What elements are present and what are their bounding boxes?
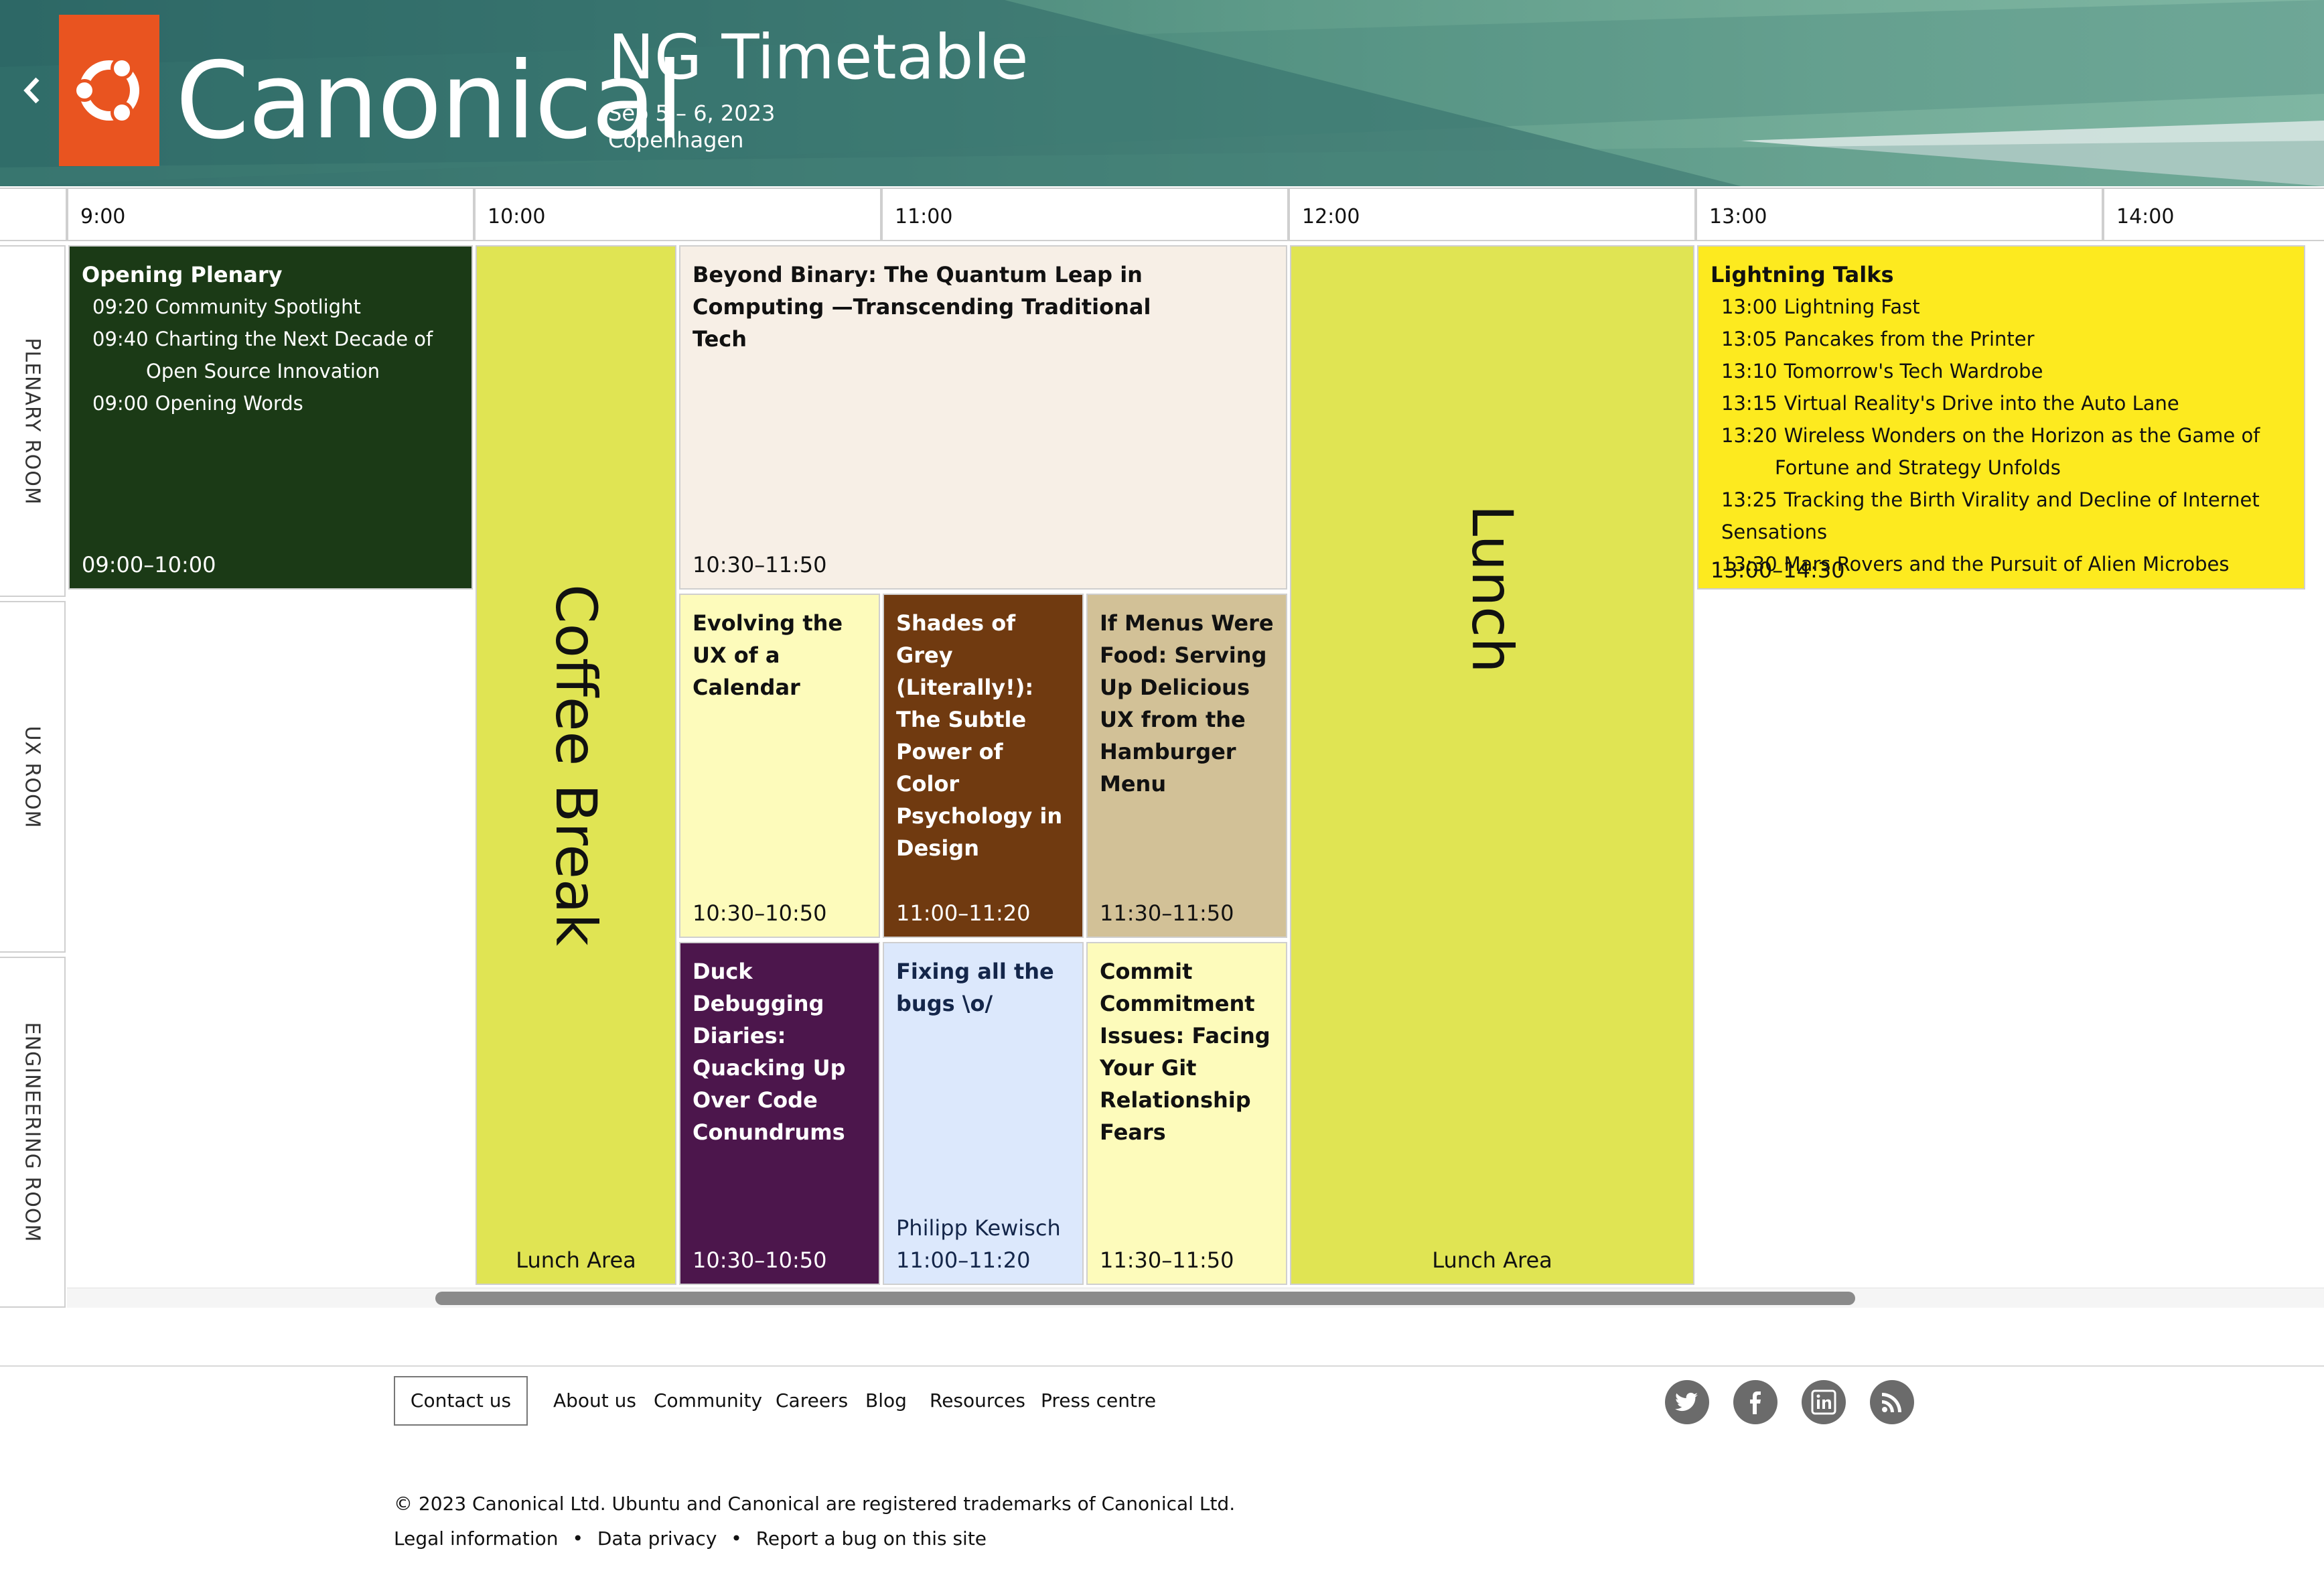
event-time: 09:00–10:00 — [82, 552, 216, 577]
list-item: 13:05 Pancakes from the Printer — [1721, 328, 2035, 350]
event-opening-plenary[interactable]: Opening Plenary 09:20 Community Spotlight… — [68, 245, 473, 590]
contact-us-button[interactable]: Contact us — [394, 1376, 528, 1426]
event-lightning-talks[interactable]: Lightning Talks 13:00 Lightning Fast 13:0… — [1697, 245, 2305, 590]
list-item: 13:00 Lightning Fast — [1721, 295, 1920, 318]
event-title: Lunch — [1459, 504, 1525, 673]
legal-links: Legal information • Data privacy • Repor… — [394, 1527, 987, 1550]
event-title: Commit Commitment Issues: Facing Your Gi… — [1100, 959, 1270, 1145]
bullet-separator: • — [572, 1527, 583, 1550]
event-time: 11:30–11:50 — [1100, 900, 1234, 926]
bullet-separator: • — [731, 1527, 742, 1550]
event-fixing-bugs[interactable]: Fixing all the bugs \o/ Philipp Kewisch … — [883, 942, 1084, 1285]
event-title: Beyond Binary: The Quantum Leap in Compu… — [693, 262, 1151, 352]
event-time: 10:30–11:50 — [693, 552, 827, 577]
event-title: Evolving the UX of a Calendar — [693, 610, 843, 700]
page-header: Canonical NG Timetable Sep 5 – 6, 2023 C… — [0, 0, 2324, 186]
room-label-ux: UX ROOM — [0, 601, 66, 953]
footer-link-community[interactable]: Community — [654, 1389, 763, 1412]
list-item: 13:15 Virtual Reality's Drive into the Au… — [1721, 392, 2179, 415]
event-title: Shades of Grey (Literally!): The Subtle … — [896, 610, 1063, 861]
event-title: Fixing all the bugs \o/ — [896, 959, 1054, 1016]
rss-icon[interactable] — [1870, 1380, 1914, 1424]
event-coffee-break[interactable]: Coffee Break Lunch Area — [476, 245, 676, 1285]
event-time: 11:30–11:50 — [1100, 1247, 1234, 1273]
event-dates: Sep 5 – 6, 2023 — [608, 100, 776, 126]
event-time: 11:00–11:20 — [896, 900, 1031, 926]
data-privacy-link[interactable]: Data privacy — [597, 1527, 717, 1550]
list-item: 13:25 Tracking the Birth Virality and Dec… — [1721, 488, 2260, 543]
footer-link-resources[interactable]: Resources — [930, 1389, 1025, 1412]
list-item: 09:40 Charting the Next Decade of Open So… — [92, 328, 433, 383]
event-title: Lightning Talks — [1711, 262, 1894, 287]
event-location: Copenhagen — [608, 127, 744, 153]
corner-cell — [0, 188, 67, 241]
footer-link-about[interactable]: About us — [553, 1389, 637, 1412]
list-item: 13:20 Wireless Wonders on the Horizon as … — [1721, 424, 2260, 479]
event-title: Opening Plenary — [82, 262, 283, 287]
event-speaker: Philipp Kewisch — [896, 1215, 1061, 1241]
time-header-14: 14:00 — [2103, 188, 2324, 241]
event-title: Duck Debugging Diaries: Quacking Up Over… — [693, 959, 846, 1145]
event-time: 10:30–10:50 — [693, 1247, 827, 1273]
list-item: 09:20 Community Spotlight — [92, 295, 361, 318]
canonical-logo[interactable] — [59, 15, 159, 166]
horizontal-scrollbar-thumb[interactable] — [435, 1292, 1855, 1305]
event-time: 11:00–11:20 — [896, 1247, 1031, 1273]
time-header-12: 12:00 — [1289, 188, 1696, 241]
list-item: 09:00 Opening Words — [92, 392, 303, 415]
event-quantum-leap[interactable]: Beyond Binary: The Quantum Leap in Compu… — [679, 245, 1287, 590]
brand-name[interactable]: Canonical — [175, 40, 684, 163]
event-commit-issues[interactable]: Commit Commitment Issues: Facing Your Gi… — [1086, 942, 1287, 1285]
footer-divider — [0, 1365, 2324, 1367]
event-menus-food[interactable]: If Menus Were Food: Serving Up Delicious… — [1086, 594, 1287, 938]
legal-information-link[interactable]: Legal information — [394, 1527, 559, 1550]
event-title: If Menus Were Food: Serving Up Delicious… — [1100, 610, 1274, 797]
footer-link-press[interactable]: Press centre — [1041, 1389, 1157, 1412]
event-lunch[interactable]: Lunch Lunch Area — [1290, 245, 1694, 1285]
twitter-icon[interactable] — [1665, 1380, 1709, 1424]
time-header-11: 11:00 — [881, 188, 1289, 241]
list-item: 13:10 Tomorrow's Tech Wardrobe — [1721, 360, 2043, 383]
event-title: Coffee Break — [543, 584, 609, 947]
time-header-13: 13:00 — [1696, 188, 2103, 241]
event-time: 10:30–10:50 — [693, 900, 827, 926]
copyright-text: © 2023 Canonical Ltd. Ubuntu and Canonic… — [394, 1493, 1236, 1515]
report-bug-link[interactable]: Report a bug on this site — [755, 1527, 987, 1550]
linkedin-icon[interactable] — [1802, 1380, 1846, 1424]
footer-link-blog[interactable]: Blog — [865, 1389, 907, 1412]
event-time: 13:00–14:30 — [1711, 557, 1845, 583]
event-location: Lunch Area — [516, 1247, 636, 1273]
chevron-left-icon[interactable] — [19, 74, 46, 107]
list-item: 13:30 Mars Rovers and the Pursuit of Alie… — [1721, 553, 2230, 575]
event-shades-of-grey[interactable]: Shades of Grey (Literally!): The Subtle … — [883, 594, 1084, 938]
room-label-engineering: ENGINEERING ROOM — [0, 957, 66, 1308]
page-title: NG Timetable — [608, 21, 1029, 93]
footer-link-careers[interactable]: Careers — [776, 1389, 849, 1412]
facebook-icon[interactable] — [1733, 1380, 1777, 1424]
room-label-plenary: PLENARY ROOM — [0, 245, 66, 597]
time-header-10: 10:00 — [474, 188, 881, 241]
event-duck-debugging[interactable]: Duck Debugging Diaries: Quacking Up Over… — [679, 942, 880, 1285]
time-header-9: 9:00 — [67, 188, 474, 241]
event-location: Lunch Area — [1432, 1247, 1552, 1273]
event-evolving-ux[interactable]: Evolving the UX of a Calendar 10:30–10:5… — [679, 594, 880, 938]
